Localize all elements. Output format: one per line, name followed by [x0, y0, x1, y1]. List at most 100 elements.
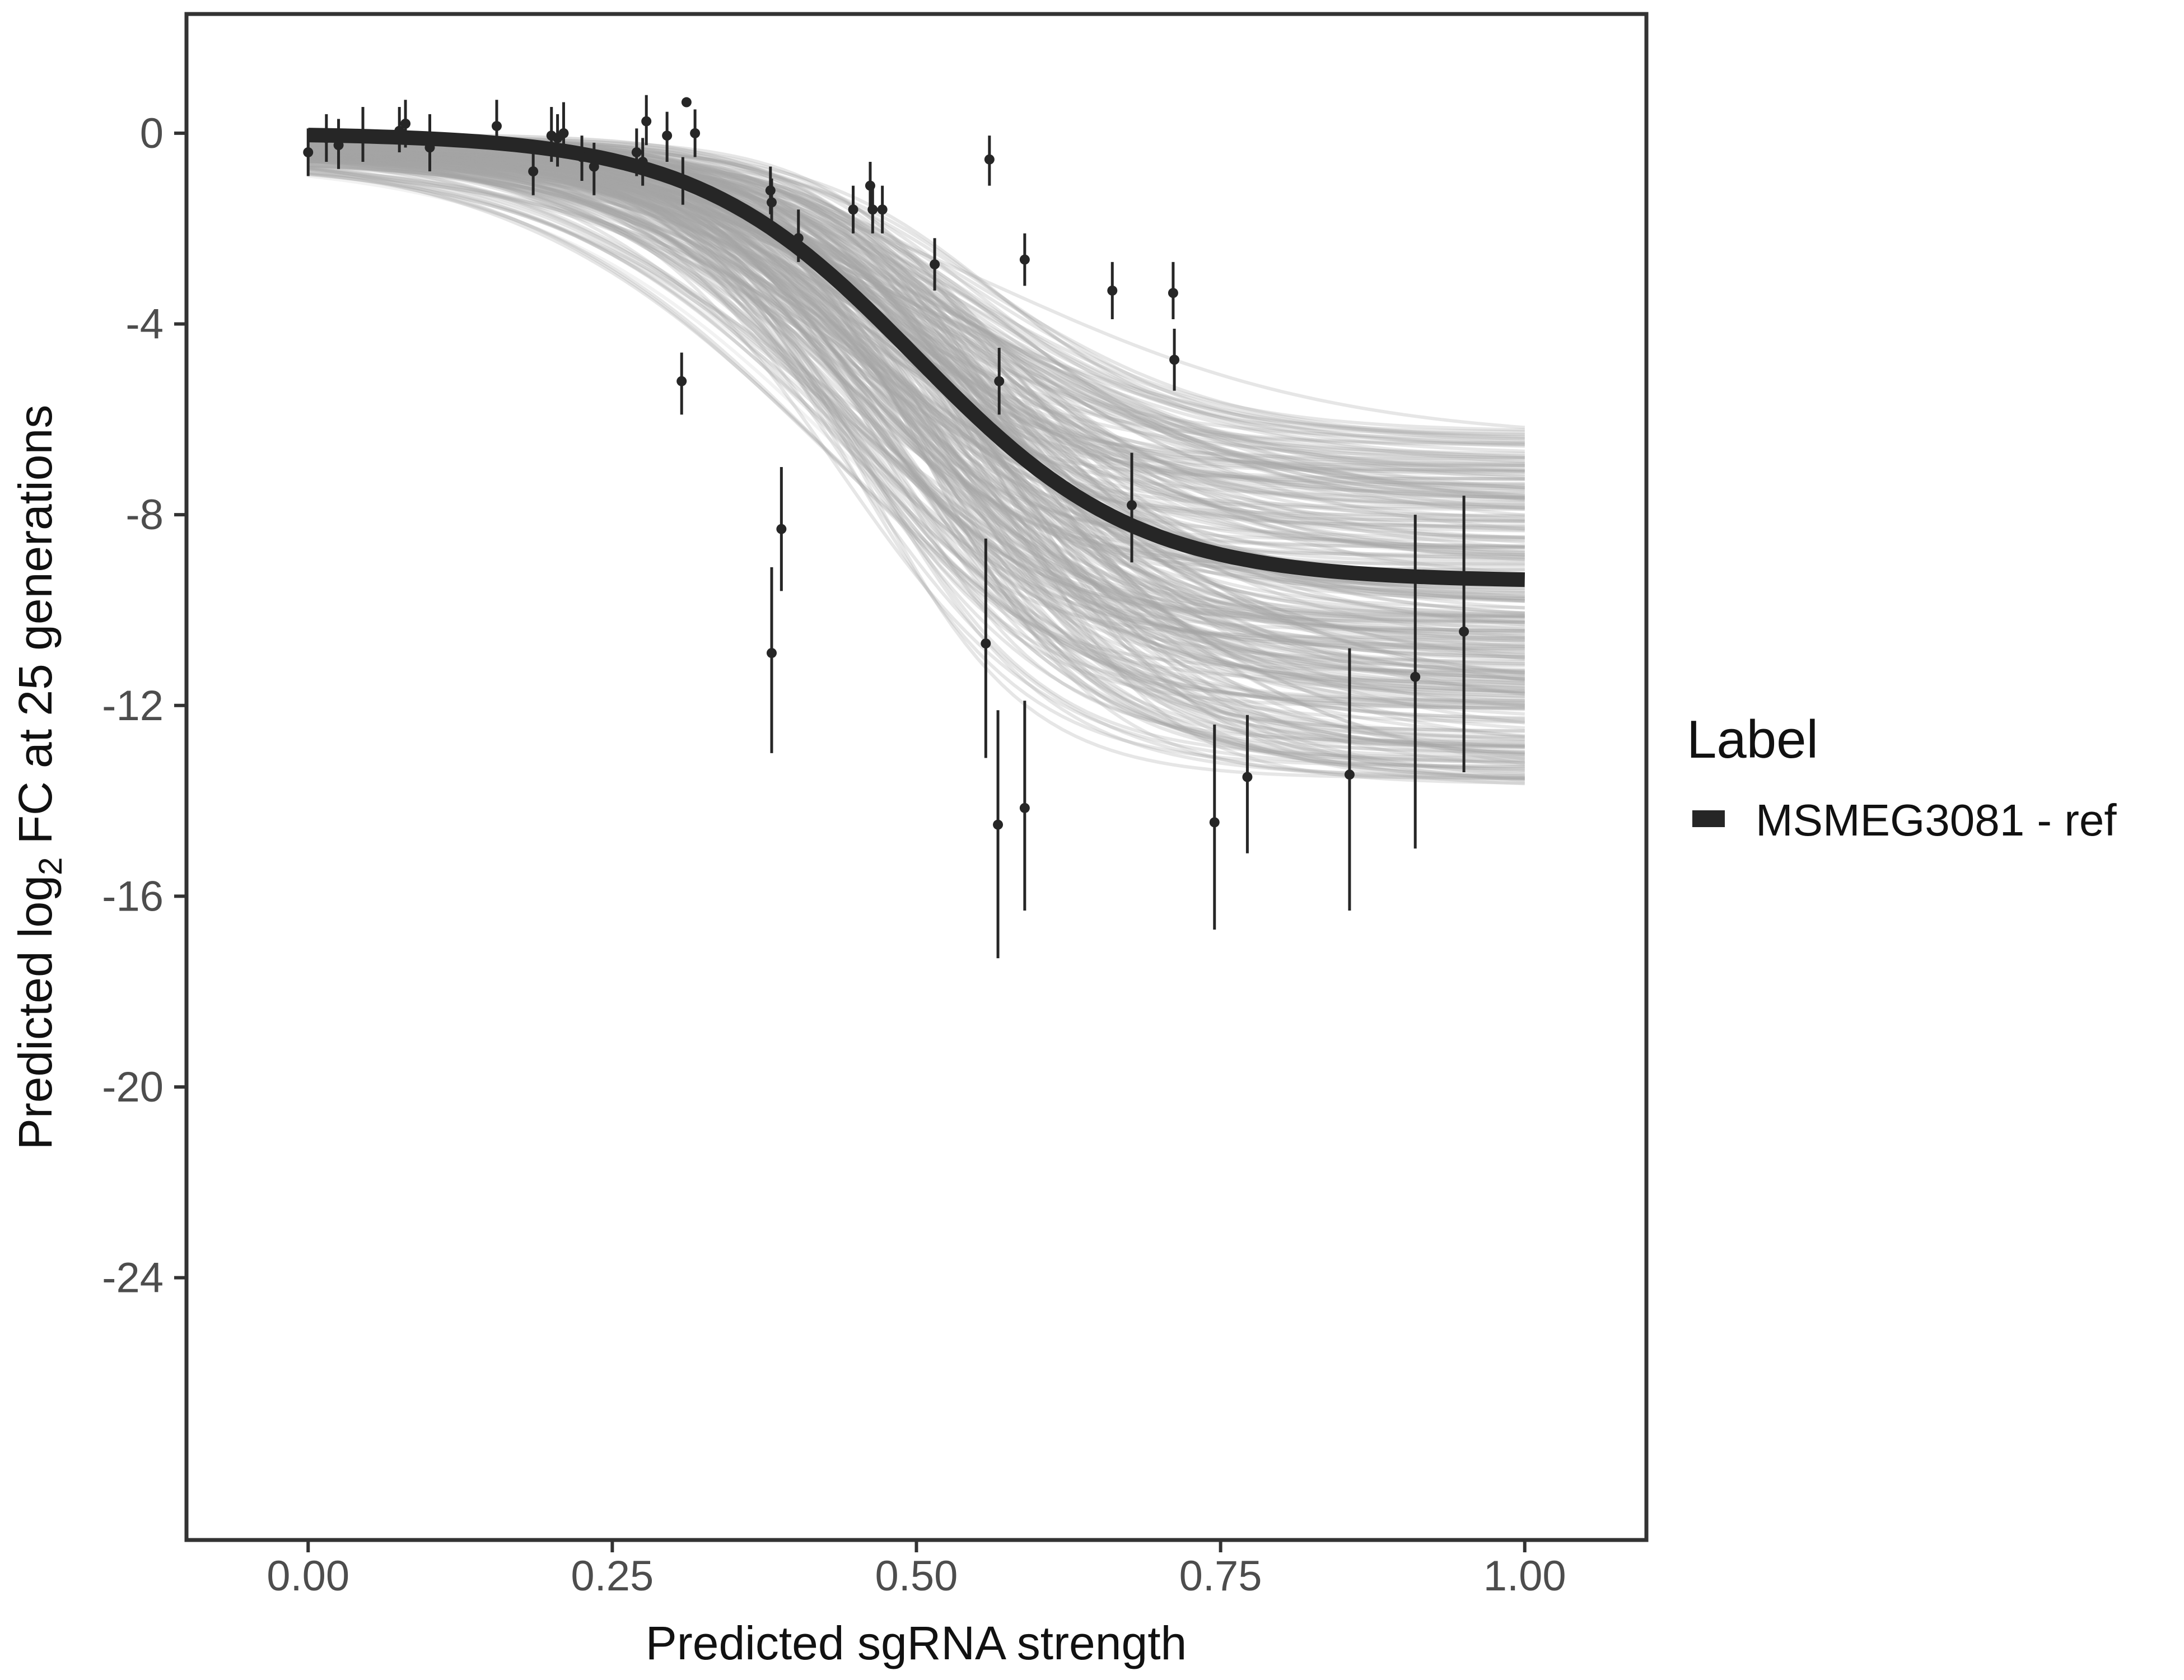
posterior-draw: [308, 150, 1525, 507]
posterior-draw: [308, 160, 1525, 557]
point-marker: [558, 128, 569, 138]
data-point: [1169, 329, 1180, 391]
point-marker: [793, 233, 804, 244]
posterior-draw: [308, 141, 1525, 664]
posterior-draw: [308, 150, 1525, 480]
posterior-draw: [308, 157, 1525, 446]
posterior-draw: [308, 159, 1525, 687]
posterior-draw: [308, 171, 1525, 610]
posterior-draw: [308, 157, 1525, 544]
posterior-draw: [307, 159, 1525, 690]
posterior-draw: [308, 152, 1525, 562]
posterior-draw: [308, 165, 1525, 707]
posterior-draw: [308, 157, 1525, 498]
posterior-draw: [308, 165, 1525, 694]
posterior-draw: [308, 142, 1525, 711]
posterior-draw: [308, 153, 1525, 627]
data-point: [681, 97, 692, 108]
posterior-draw: [308, 148, 1525, 771]
point-marker: [1410, 671, 1421, 682]
posterior-draw: [308, 164, 1525, 473]
point-marker: [867, 204, 878, 215]
posterior-draw: [308, 153, 1525, 641]
posterior-draw: [308, 171, 1525, 648]
posterior-draw: [308, 153, 1525, 554]
posterior-draw: [308, 150, 1525, 481]
posterior-draw: [308, 141, 1525, 741]
posterior-draw: [308, 153, 1525, 693]
posterior-draw: [308, 159, 1525, 696]
posterior-draw: [308, 137, 1525, 708]
data-point: [589, 142, 599, 195]
posterior-draw: [308, 156, 1525, 748]
posterior-draw: [308, 144, 1525, 750]
posterior-draw: [308, 151, 1525, 481]
posterior-draw: [308, 155, 1525, 666]
posterior-draw: [308, 145, 1525, 497]
posterior-draw: [308, 155, 1525, 618]
data-point: [358, 107, 368, 162]
data-point: [1209, 724, 1220, 930]
posterior-draw: [308, 146, 1525, 657]
posterior-draw: [308, 153, 1525, 755]
posterior-draw: [308, 151, 1525, 557]
posterior-draw: [308, 150, 1525, 671]
posterior-draw: [308, 156, 1525, 778]
data-point: [333, 119, 344, 169]
posterior-draw: [308, 157, 1525, 766]
point-marker: [984, 154, 995, 165]
point-marker: [321, 133, 332, 143]
y-tick-label: -24: [102, 1254, 164, 1302]
posterior-draw: [308, 154, 1525, 702]
data-point: [984, 136, 995, 186]
posterior-draw: [307, 172, 1525, 654]
posterior-draw: [308, 164, 1525, 693]
posterior-draw: [307, 156, 1525, 703]
posterior-draw: [308, 159, 1525, 696]
posterior-draw: [308, 153, 1525, 522]
x-tick-label: 0.00: [267, 1552, 349, 1600]
point-marker: [1169, 354, 1180, 365]
data-point: [676, 352, 687, 415]
data-points-layer: [303, 95, 1469, 959]
point-marker: [1459, 626, 1469, 637]
posterior-draw: [308, 159, 1525, 647]
posterior-draw: [308, 157, 1525, 780]
posterior-draw: [308, 152, 1525, 502]
posterior-draw: [308, 144, 1525, 500]
posterior-draw: [308, 150, 1525, 733]
posterior-draw: [308, 147, 1525, 489]
y-tick-label: -4: [125, 301, 164, 348]
legend: Label MSMEG3081 - ref: [1687, 710, 2117, 845]
posterior-draw: [308, 157, 1525, 636]
posterior-draw: [308, 158, 1525, 675]
posterior-draw: [308, 156, 1525, 654]
posterior-draw: [308, 142, 1525, 455]
posterior-draw: [308, 158, 1525, 704]
point-marker: [662, 130, 673, 141]
posterior-draw: [308, 148, 1525, 555]
posterior-draw: [308, 157, 1525, 472]
point-marker: [690, 128, 701, 138]
data-point: [394, 107, 405, 152]
posterior-draw: [308, 150, 1525, 460]
y-tick-label: -12: [102, 682, 164, 730]
data-point: [793, 209, 804, 262]
posterior-draw: [308, 148, 1525, 587]
y-tick-label: 0: [140, 110, 164, 157]
point-marker: [1209, 817, 1220, 828]
point-marker: [637, 156, 648, 167]
point-marker: [678, 176, 688, 186]
posterior-draw: [308, 150, 1525, 721]
data-point: [1019, 701, 1030, 911]
point-marker: [631, 147, 642, 157]
point-marker: [993, 819, 1004, 830]
posterior-draw: [308, 146, 1525, 755]
posterior-draw: [308, 152, 1525, 659]
posterior-draw: [308, 153, 1525, 768]
posterior-draw: [308, 148, 1525, 523]
posterior-draw: [308, 137, 1525, 778]
posterior-draw: [308, 156, 1525, 707]
posterior-draw: [308, 151, 1525, 576]
posterior-draw: [308, 160, 1525, 584]
